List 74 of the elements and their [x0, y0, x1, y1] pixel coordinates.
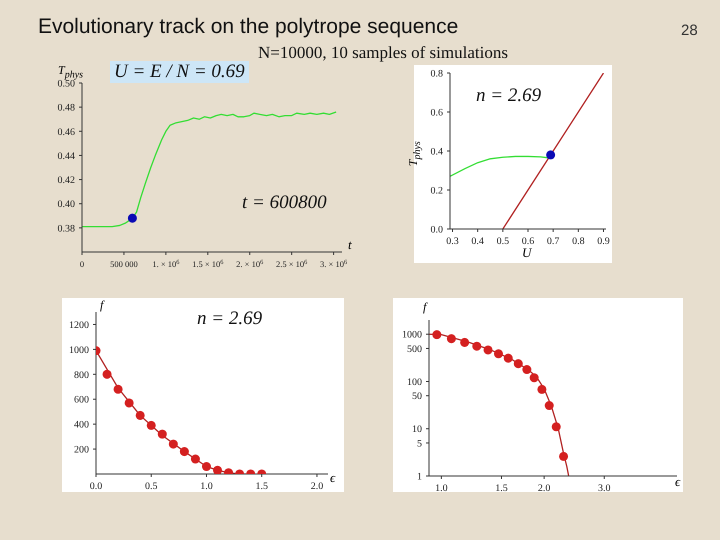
y-tick-label: 0.50: [58, 78, 75, 90]
annotation: n = 2.69: [476, 85, 542, 107]
x-tick-label: 1. × 10$^{6}$: [152, 258, 180, 269]
annotation: n = 2.69: [197, 308, 262, 330]
y-tick-label: 0.48: [58, 102, 75, 114]
chart-title: Evolutionary track on the polytrope sequence: [38, 15, 458, 39]
y-tick-label: 400: [74, 420, 89, 431]
point: [124, 398, 134, 408]
y-tick-label: 1000: [69, 344, 89, 356]
y-tick-label: 100: [407, 376, 422, 388]
y-tick-label: 1200: [69, 320, 89, 331]
x-tick-label: 0.5: [144, 481, 158, 492]
x-tick-label: 2.5 × 10$^{6}$: [276, 258, 308, 269]
point: [114, 384, 123, 394]
x-tick-label: 3. × 10$^{6}$: [320, 258, 348, 269]
x-axis-title: ϵ: [675, 474, 680, 490]
y-tick-label: 5: [417, 438, 422, 450]
x-tick-label: 0.3: [446, 236, 459, 247]
x-tick-label: 0.7: [546, 236, 560, 247]
y-tick-label: 0.46: [58, 126, 75, 138]
x-tick-label: 0.4: [471, 236, 484, 247]
x-tick-label: 2. × 10$^{6}$: [236, 258, 264, 269]
y-tick-label: 0.2: [430, 186, 443, 196]
annotation: t = 600800: [242, 192, 327, 214]
x-axis-title: ϵ: [330, 470, 336, 486]
y-tick-label: 0.38: [58, 223, 75, 234]
y-axis-title: T$_{phys}$: [58, 63, 84, 80]
y-tick-label: 10: [412, 424, 422, 436]
x-tick-label: 0: [80, 259, 84, 269]
x-tick-label: 1.0: [200, 481, 213, 492]
y-axis-title: f: [423, 300, 426, 315]
y-tick-label: 0.44: [58, 150, 75, 162]
x-tick-label: 0.0: [90, 481, 102, 492]
y-tick-label: 600: [74, 394, 89, 406]
point: [158, 430, 167, 439]
point: [168, 440, 178, 449]
x-tick-label: 0.8: [572, 236, 585, 247]
x-tick-label: 500 000: [110, 259, 138, 269]
x-tick-label: 0.6: [522, 236, 534, 247]
x-tick-label: 2.0: [538, 483, 550, 494]
y-tick-label: 50: [412, 391, 422, 402]
x-tick-label: 2.0: [310, 481, 324, 492]
y-tick-label: 0.4: [430, 146, 443, 158]
y-tick-label: 0.40: [58, 199, 75, 210]
point: [136, 410, 145, 420]
point: [202, 462, 211, 472]
point: [190, 454, 200, 464]
x-tick-label: 0.5: [496, 236, 510, 247]
y-tick-label: 0.8: [430, 68, 443, 80]
y-tick-label: 1000: [402, 330, 422, 341]
y-tick-label: 1: [417, 472, 422, 482]
x-tick-label: 1.5: [255, 481, 268, 492]
x-axis-title: U: [522, 245, 532, 261]
y-tick-label: 0.42: [58, 175, 75, 186]
line-series: [82, 111, 337, 228]
y-tick-label: 200: [74, 444, 89, 456]
x-tick-label: 1.5: [495, 483, 508, 494]
y-axis-title: f: [100, 298, 104, 313]
y-tick-label: 0.6: [430, 108, 443, 118]
point: [213, 466, 222, 474]
y-tick-label: 800: [74, 370, 89, 381]
x-axis-title: t: [348, 237, 352, 253]
text: 28: [681, 22, 698, 39]
x-tick-label: 0.9: [597, 236, 610, 247]
y-tick-label: 500: [407, 344, 422, 355]
x-tick-label: 1.5 × 10$^{6}$: [192, 258, 224, 269]
point: [146, 420, 156, 430]
point: [180, 447, 189, 456]
x-tick-label: 1.0: [435, 483, 448, 494]
x-tick-label: 3.0: [598, 483, 611, 494]
text: U = E / N = 0.69: [110, 61, 249, 83]
point: [102, 370, 112, 379]
y-tick-label: 0.0: [430, 224, 443, 236]
text: N=10000, 10 samples of simulations: [258, 43, 508, 63]
